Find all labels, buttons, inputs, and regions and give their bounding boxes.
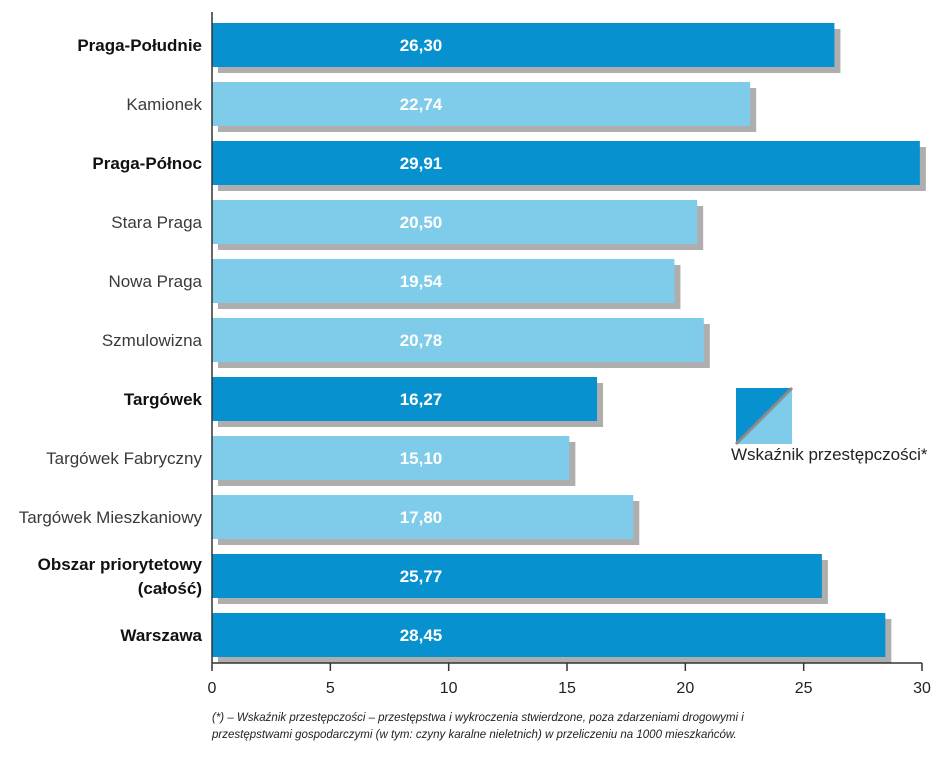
category-label: (całość): [138, 579, 202, 598]
bar: [212, 377, 598, 421]
bar-value-label: 20,50: [400, 213, 443, 232]
bar: [212, 23, 835, 67]
bar-value-label: 15,10: [400, 449, 443, 468]
category-label: Nowa Praga: [108, 272, 202, 291]
bar: [212, 200, 698, 244]
category-label: Targówek: [124, 390, 203, 409]
category-label: Praga-Południe: [77, 36, 202, 55]
bar-chart: 26,30 Praga-Południe 22,74 Kamionek 29,91 Pra…: [19, 12, 931, 697]
bar: [212, 613, 886, 657]
bar: [212, 82, 751, 126]
x-tick-label: 15: [558, 680, 576, 697]
bar: [212, 318, 704, 362]
bar-value-label: 19,54: [400, 272, 443, 291]
bar-value-label: 28,45: [400, 626, 443, 645]
bar: [212, 495, 634, 539]
category-label: Obszar priorytetowy: [38, 555, 203, 574]
x-tick-label: 0: [208, 680, 217, 697]
bar-value-label: 25,77: [400, 567, 443, 586]
x-tick-label: 25: [795, 680, 813, 697]
bar-value-label: 29,91: [400, 154, 443, 173]
bar: [212, 554, 822, 598]
x-tick-label: 5: [326, 680, 335, 697]
bar-value-label: 16,27: [400, 390, 443, 409]
bar: [212, 436, 570, 480]
bar: [212, 259, 675, 303]
x-tick-label: 20: [676, 680, 694, 697]
bar: [212, 141, 920, 185]
legend-swatch-divider: [734, 386, 794, 446]
category-label: Targówek Mieszkaniowy: [19, 508, 203, 527]
bar-value-label: 26,30: [400, 36, 443, 55]
bar-value-label: 20,78: [400, 331, 443, 350]
x-tick-label: 30: [913, 680, 931, 697]
footnote-line-2: przestępstwami gospodarczymi (w tym: czy…: [212, 729, 737, 741]
category-label: Stara Praga: [111, 213, 202, 232]
category-label: Kamionek: [126, 95, 202, 114]
footnote-line-1: (*) – Wskaźnik przestępczości – przestęp…: [212, 712, 744, 724]
category-label: Warszawa: [120, 626, 202, 645]
category-label: Szmulowizna: [102, 331, 203, 350]
x-tick-label: 10: [440, 680, 458, 697]
footnote: (*) – Wskaźnik przestępczości – przestęp…: [212, 710, 912, 744]
bar-value-label: 17,80: [400, 508, 443, 527]
category-label: Praga-Północ: [92, 154, 202, 173]
bar-value-label: 22,74: [400, 95, 443, 114]
legend-label: Wskaźnik przestępczości*: [731, 445, 928, 464]
category-label: Targówek Fabryczny: [46, 449, 202, 468]
